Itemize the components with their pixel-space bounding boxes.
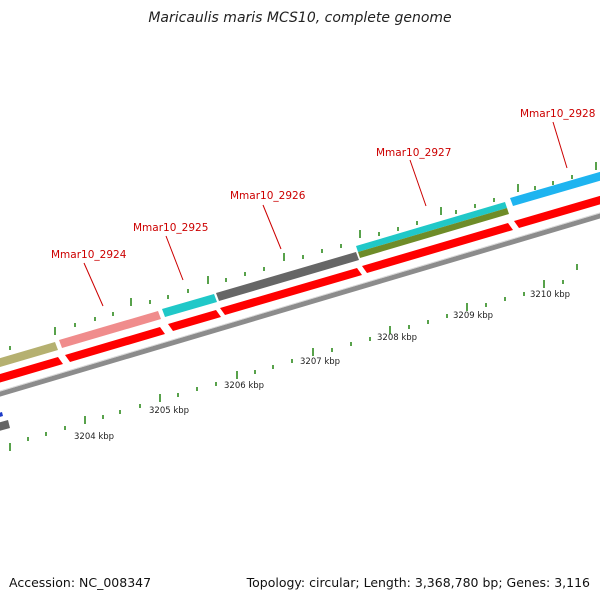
gene-label: Mmar10_2925 xyxy=(133,222,208,234)
gene-label-leaders xyxy=(83,121,568,307)
genome-backbone xyxy=(0,213,600,397)
scale-label: 3208 kbp xyxy=(377,333,417,343)
cds-feature xyxy=(65,327,165,362)
upper-ticks xyxy=(9,162,597,350)
gene-feature xyxy=(358,208,509,258)
cds-feature xyxy=(168,310,221,331)
gene-feature xyxy=(59,311,161,348)
scale-label: 3209 kbp xyxy=(453,311,493,321)
genome-summary: Topology: circular; Length: 3,368,780 bp… xyxy=(246,575,590,590)
map-title: Maricaulis maris MCS10, complete genome xyxy=(148,10,452,26)
gene-feature xyxy=(162,294,217,317)
gene-label: Mmar10_2927 xyxy=(376,147,451,159)
cds-feature xyxy=(0,357,63,383)
gene-label: Mmar10_2926 xyxy=(230,190,306,202)
gene-feature xyxy=(0,342,58,367)
scale-label: 3206 kbp xyxy=(224,381,264,391)
scale-label: 3207 kbp xyxy=(300,357,340,367)
gene-feature xyxy=(0,420,10,431)
accession-label: Accession: NC_008347 xyxy=(9,575,152,590)
gene-feature xyxy=(216,252,359,301)
gene-feature xyxy=(356,202,507,252)
gene-label: Mmar10_2924 xyxy=(51,249,127,261)
gene-label: Mmar10_2928 xyxy=(520,108,595,120)
cds-feature xyxy=(362,223,513,273)
scale-label: 3210 kbp xyxy=(530,290,570,300)
gene-track xyxy=(0,171,600,431)
gene-feature xyxy=(0,412,3,417)
cds-feature xyxy=(514,195,600,228)
cds-feature xyxy=(220,268,362,315)
scale-label: 3205 kbp xyxy=(149,406,189,416)
lower-ticks xyxy=(9,264,578,451)
gene-feature xyxy=(510,171,600,206)
forward-cds-track xyxy=(0,195,600,383)
scale-label: 3204 kbp xyxy=(74,432,114,442)
